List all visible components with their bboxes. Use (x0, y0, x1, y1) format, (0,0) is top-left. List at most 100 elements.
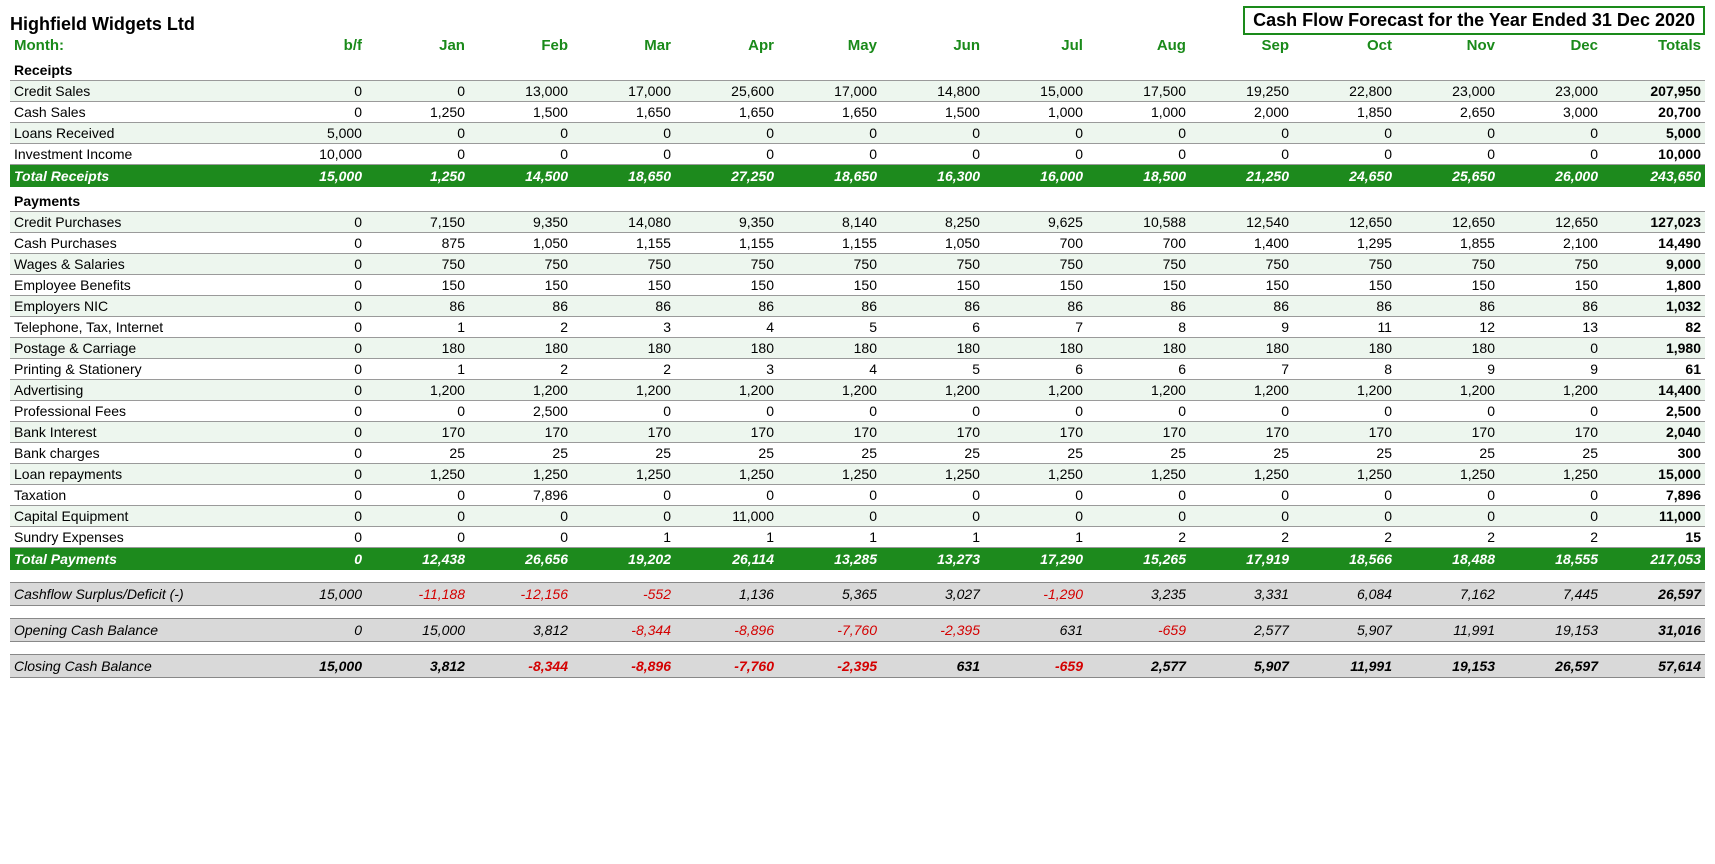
cell: 750 (778, 254, 881, 275)
cell: 27,250 (675, 165, 778, 188)
cell: 2 (1087, 527, 1190, 548)
month-label: Month: (10, 35, 263, 56)
cell: 0 (1499, 338, 1602, 359)
cell: 0 (1499, 144, 1602, 165)
cell: 0 (1396, 401, 1499, 422)
cell: 750 (469, 254, 572, 275)
cell: 0 (778, 123, 881, 144)
cell: 86 (1396, 296, 1499, 317)
column-header: Feb (469, 35, 572, 56)
cell: 1,200 (881, 380, 984, 401)
cell: 1,200 (675, 380, 778, 401)
row-label: Loans Received (10, 123, 263, 144)
cell: 26,597 (1499, 655, 1602, 678)
cell: -11,188 (366, 583, 469, 606)
cell: 1,250 (366, 102, 469, 123)
cell: 8,250 (881, 212, 984, 233)
cell: 180 (881, 338, 984, 359)
cell: 2 (572, 359, 675, 380)
cell: 2,650 (1396, 102, 1499, 123)
cell: 0 (984, 144, 1087, 165)
cell: 1 (984, 527, 1087, 548)
cell: 180 (984, 338, 1087, 359)
cell: 7 (984, 317, 1087, 338)
cell: 0 (366, 123, 469, 144)
cell: 2 (1190, 527, 1293, 548)
spacer-row (10, 642, 1705, 655)
cell: 17,000 (778, 81, 881, 102)
cell: 5,000 (263, 123, 366, 144)
cell: 82 (1602, 317, 1705, 338)
row-label: Cash Sales (10, 102, 263, 123)
table-row: Advertising01,2001,2001,2001,2001,2001,2… (10, 380, 1705, 401)
cell: 750 (1190, 254, 1293, 275)
cell: 0 (1293, 485, 1396, 506)
cell: 86 (675, 296, 778, 317)
cell: 180 (1293, 338, 1396, 359)
cell: 3 (572, 317, 675, 338)
cell: 19,153 (1396, 655, 1499, 678)
cell: 18,650 (572, 165, 675, 188)
cell: 1,250 (366, 165, 469, 188)
cell: 0 (263, 464, 366, 485)
cell: 0 (366, 485, 469, 506)
cell: 9 (1190, 317, 1293, 338)
cell: 86 (1293, 296, 1396, 317)
cell: 7,445 (1499, 583, 1602, 606)
cell: 17,919 (1190, 548, 1293, 571)
cell: 2 (1293, 527, 1396, 548)
cell: 86 (572, 296, 675, 317)
cell: 14,500 (469, 165, 572, 188)
cell: 150 (572, 275, 675, 296)
cell: 0 (778, 485, 881, 506)
cell: 0 (1499, 401, 1602, 422)
cell: 1,400 (1190, 233, 1293, 254)
cell: 0 (1396, 506, 1499, 527)
cell: 0 (263, 317, 366, 338)
cell: 26,000 (1499, 165, 1602, 188)
cell: 1,650 (778, 102, 881, 123)
cell: 1,200 (984, 380, 1087, 401)
column-header: Nov (1396, 35, 1499, 56)
cell: 1,200 (1293, 380, 1396, 401)
cell: 2,000 (1190, 102, 1293, 123)
cell: 750 (984, 254, 1087, 275)
table-row: Loan repayments01,2501,2501,2501,2501,25… (10, 464, 1705, 485)
cell: 13,000 (469, 81, 572, 102)
cell: 25 (984, 443, 1087, 464)
cell: 170 (1396, 422, 1499, 443)
cell: 0 (366, 527, 469, 548)
cell: 0 (675, 144, 778, 165)
cell: 5,907 (1293, 619, 1396, 642)
cell: 3,812 (366, 655, 469, 678)
company-name: Highfield Widgets Ltd (10, 14, 195, 35)
column-header-row: Month: b/fJanFebMarAprMayJunJulAugSepOct… (10, 35, 1705, 56)
cell: 1,000 (1087, 102, 1190, 123)
top-bar: Highfield Widgets Ltd Cash Flow Forecast… (10, 6, 1705, 35)
table-row: Postage & Carriage0180180180180180180180… (10, 338, 1705, 359)
table-row: Loans Received5,0000000000000005,000 (10, 123, 1705, 144)
cell: 12,540 (1190, 212, 1293, 233)
cell: 0 (1499, 485, 1602, 506)
cell: 0 (263, 527, 366, 548)
cell: 12,650 (1499, 212, 1602, 233)
cell: 9,350 (675, 212, 778, 233)
cell: 15,000 (1602, 464, 1705, 485)
cell: 0 (263, 548, 366, 571)
cell: 0 (1087, 401, 1190, 422)
row-label: Advertising (10, 380, 263, 401)
cell: 0 (675, 123, 778, 144)
cell: 750 (1499, 254, 1602, 275)
cell: 2,500 (469, 401, 572, 422)
cell: 25 (1087, 443, 1190, 464)
cell: 17,000 (572, 81, 675, 102)
cell: 150 (778, 275, 881, 296)
cell: 9,000 (1602, 254, 1705, 275)
cell: 86 (881, 296, 984, 317)
cell: 180 (1087, 338, 1190, 359)
cell: 11,991 (1396, 619, 1499, 642)
cell: 0 (881, 485, 984, 506)
cell: 4 (675, 317, 778, 338)
cell: 0 (1396, 485, 1499, 506)
row-label: Printing & Stationery (10, 359, 263, 380)
